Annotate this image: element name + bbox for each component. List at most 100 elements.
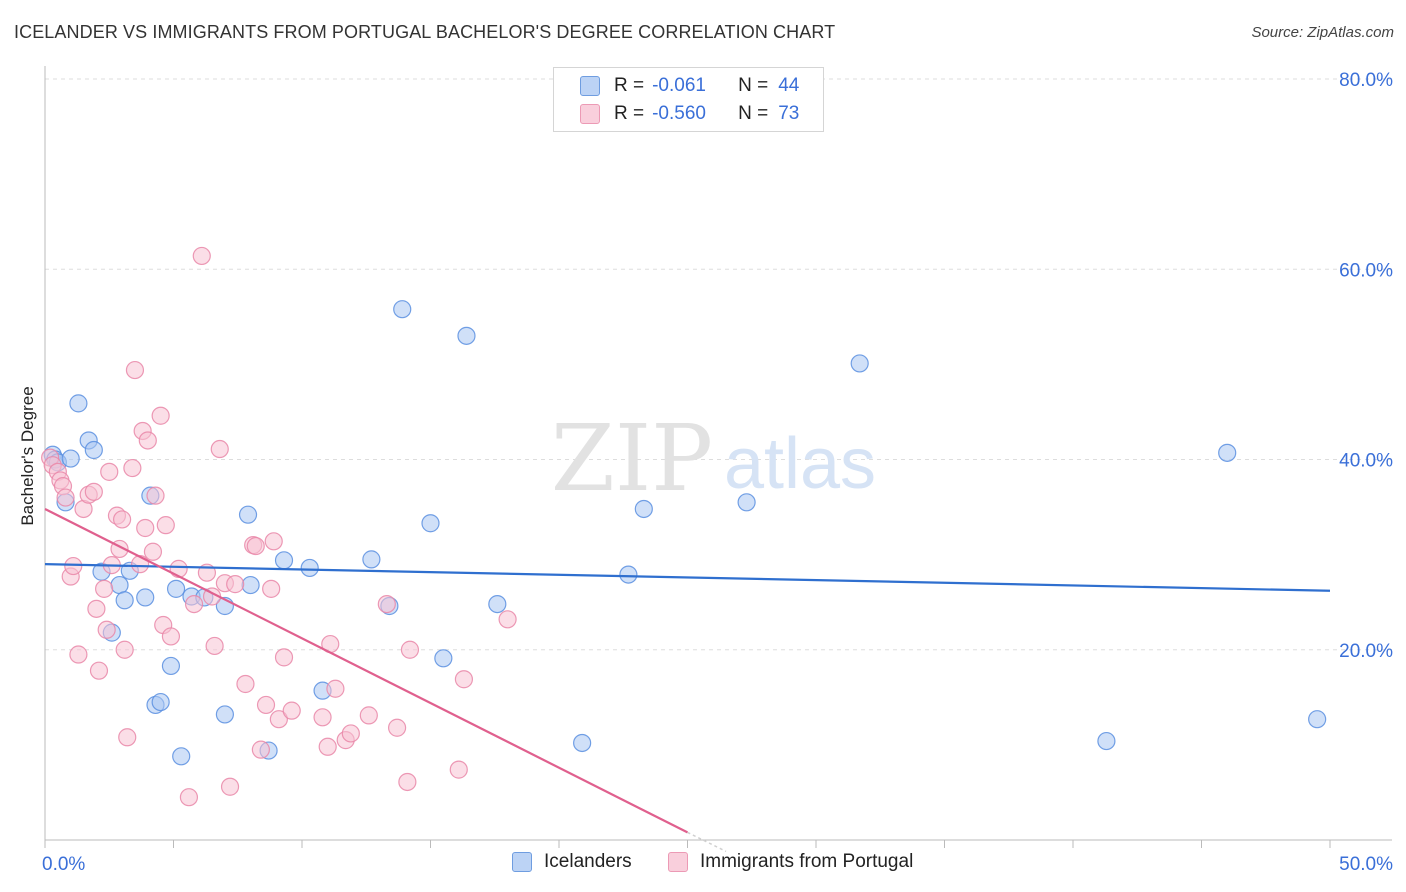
trend-layer — [44, 507, 1331, 853]
legend-swatch-pink — [580, 104, 600, 124]
point-portugal — [226, 575, 245, 594]
point-icelanders — [619, 565, 638, 584]
axis-layer — [44, 66, 1392, 848]
stats-legend: R = -0.061 N = 44 R = -0.560 N = 73 — [553, 67, 824, 132]
point-portugal — [449, 760, 468, 779]
legend-r-label: R = — [614, 75, 645, 96]
point-portugal — [313, 708, 332, 727]
legend-swatch-blue — [580, 76, 600, 96]
legend-row-portugal: R = -0.560 N = 73 — [580, 101, 799, 127]
series-legend-icelanders[interactable]: Icelanders — [512, 851, 632, 873]
point-icelanders — [274, 551, 294, 570]
point-portugal — [377, 594, 396, 614]
chart-title: ICELANDER VS IMMIGRANTS FROM PORTUGAL BA… — [14, 22, 836, 42]
point-portugal — [97, 620, 116, 639]
point-portugal — [179, 788, 199, 807]
point-portugal — [359, 706, 378, 725]
point-icelanders — [61, 449, 80, 468]
point-icelanders — [136, 588, 155, 607]
point-icelanders — [457, 326, 476, 345]
point-portugal — [318, 737, 337, 756]
point-icelanders — [166, 579, 186, 598]
series-swatch-pink — [668, 852, 688, 872]
series-legend-portugal[interactable]: Immigrants from Portugal — [668, 851, 913, 873]
point-icelanders — [573, 733, 592, 753]
point-portugal — [136, 518, 155, 538]
legend-n-value: 44 — [778, 75, 800, 96]
point-portugal — [146, 486, 165, 505]
point-portugal — [274, 648, 294, 667]
point-portugal — [387, 718, 407, 737]
point-icelanders — [115, 591, 134, 610]
point-portugal — [84, 482, 103, 501]
point-icelanders — [110, 575, 129, 595]
point-portugal — [143, 542, 163, 561]
point-icelanders — [84, 440, 103, 460]
point-icelanders — [737, 493, 756, 512]
series-label-icelanders: Icelanders — [544, 851, 632, 872]
point-portugal — [192, 246, 211, 266]
point-icelanders — [151, 692, 170, 712]
point-portugal — [56, 488, 75, 507]
point-portugal — [282, 701, 301, 720]
x-tick-label: 0.0% — [42, 854, 85, 875]
watermark: ZIP atlas — [551, 405, 876, 512]
point-icelanders — [488, 594, 507, 614]
series-swatch-blue — [512, 852, 532, 872]
legend-r-value: -0.061 — [652, 75, 706, 96]
trend-line-portugal — [44, 507, 688, 834]
legend-r-label: R = — [614, 103, 645, 124]
point-icelanders — [421, 514, 440, 533]
y-tick-label: 20.0% — [1339, 641, 1393, 662]
point-icelanders — [393, 300, 412, 319]
point-portugal — [169, 559, 188, 578]
legend-row-icelanders: R = -0.061 N = 44 — [580, 73, 799, 99]
source-label: Source: ZipAtlas.com — [1251, 24, 1394, 41]
point-portugal — [115, 640, 134, 659]
legend-n-label: N = — [738, 75, 769, 96]
point-icelanders — [434, 649, 453, 668]
y-tick-label: 40.0% — [1339, 451, 1393, 472]
point-icelanders — [1308, 710, 1327, 729]
point-portugal — [251, 740, 270, 759]
point-portugal — [454, 670, 474, 689]
point-portugal — [125, 360, 145, 380]
y-tick-label: 60.0% — [1339, 260, 1393, 281]
point-portugal — [341, 724, 360, 743]
tick-label-layer: 20.0% 40.0% 60.0% 80.0% 0.0% 50.0% — [42, 70, 1393, 875]
y-tick-label: 80.0% — [1339, 70, 1393, 91]
trend-line-icelanders — [44, 563, 1331, 592]
watermark-zip: ZIP — [551, 405, 713, 512]
point-portugal — [69, 645, 88, 664]
series-legend: Icelanders Immigrants from Portugal — [0, 851, 1406, 877]
point-portugal — [118, 728, 137, 747]
x-tick-label: 50.0% — [1339, 854, 1393, 875]
point-icelanders — [1097, 731, 1116, 751]
point-portugal — [262, 579, 281, 598]
point-icelanders — [215, 705, 234, 724]
point-portugal — [112, 510, 132, 529]
point-portugal — [130, 555, 150, 574]
point-portugal — [151, 406, 170, 425]
point-portugal — [256, 695, 276, 715]
point-portugal — [264, 532, 283, 551]
point-icelanders — [300, 558, 319, 578]
point-portugal — [498, 610, 517, 629]
legend-r-value: -0.560 — [652, 103, 706, 124]
point-portugal — [184, 594, 204, 614]
point-portugal — [89, 661, 109, 680]
trend-line-extension — [687, 831, 727, 853]
point-portugal — [156, 516, 175, 535]
point-icelanders — [69, 394, 88, 413]
point-portugal — [220, 777, 240, 796]
point-portugal — [138, 431, 157, 450]
point-portugal — [236, 674, 255, 694]
legend-n-value: 73 — [778, 103, 800, 124]
point-portugal — [246, 536, 265, 556]
point-portugal — [269, 710, 288, 729]
point-portugal — [87, 599, 106, 618]
point-portugal — [400, 640, 420, 659]
grid-layer — [45, 78, 1392, 651]
point-icelanders — [634, 499, 653, 519]
point-portugal — [398, 772, 417, 792]
